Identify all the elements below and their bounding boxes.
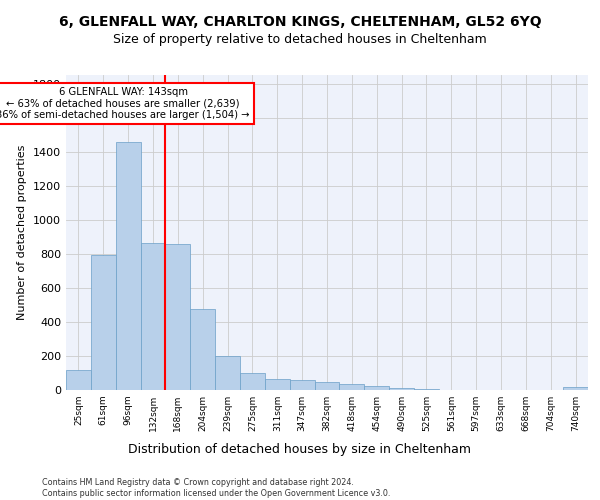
Bar [116, 142, 140, 390]
Bar [91, 256, 116, 390]
Y-axis label: Number of detached properties: Number of detached properties [17, 145, 28, 320]
Bar [563, 388, 588, 390]
Bar [290, 380, 314, 390]
Bar [140, 242, 166, 390]
Bar [389, 388, 414, 390]
Bar [414, 389, 439, 390]
Bar [66, 370, 91, 390]
Bar [364, 386, 389, 390]
Bar [190, 309, 215, 390]
Text: Distribution of detached houses by size in Cheltenham: Distribution of detached houses by size … [128, 442, 472, 456]
Bar [340, 384, 364, 390]
Bar [166, 244, 190, 390]
Text: 6 GLENFALL WAY: 143sqm
← 63% of detached houses are smaller (2,639)
36% of semi-: 6 GLENFALL WAY: 143sqm ← 63% of detached… [0, 87, 250, 120]
Bar [215, 356, 240, 390]
Text: Contains HM Land Registry data © Crown copyright and database right 2024.
Contai: Contains HM Land Registry data © Crown c… [42, 478, 391, 498]
Text: 6, GLENFALL WAY, CHARLTON KINGS, CHELTENHAM, GL52 6YQ: 6, GLENFALL WAY, CHARLTON KINGS, CHELTEN… [59, 15, 541, 29]
Text: Size of property relative to detached houses in Cheltenham: Size of property relative to detached ho… [113, 32, 487, 46]
Bar [314, 382, 340, 390]
Bar [265, 379, 290, 390]
Bar [240, 373, 265, 390]
